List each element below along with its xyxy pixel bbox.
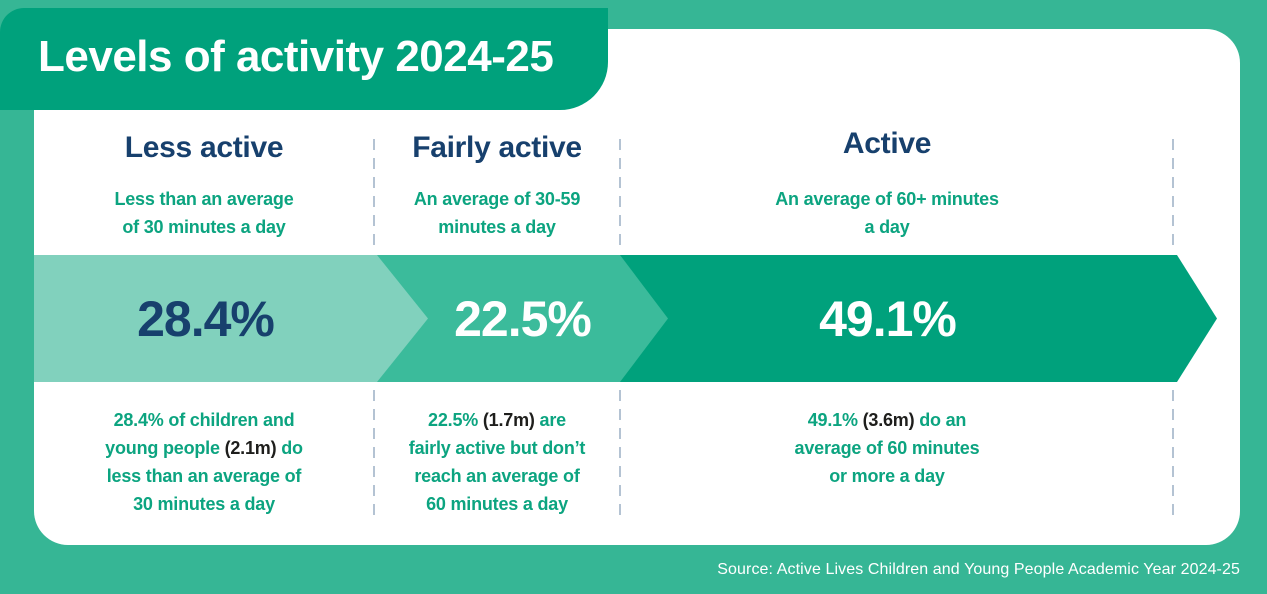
column-subtitle-fairly-active: An average of 30-59 minutes a day: [413, 189, 581, 237]
source-caption: Source: Active Lives Children and Young …: [717, 561, 1240, 578]
column-header-fairly-active: Fairly active: [412, 131, 582, 164]
column-active: Active An average of 60+ minutes a day 4…: [620, 0, 1172, 594]
percent-label-fairly-active: 22.5%: [454, 290, 592, 347]
detail-highlight-millions: (3.6m): [862, 410, 915, 430]
arrow-segment-active: 49.1%: [620, 255, 1217, 382]
column-detail-fairly-active: 22.5% (1.7m) are fairly active but don’t…: [374, 406, 620, 518]
detail-highlight-millions: (1.7m): [482, 410, 535, 430]
column-divider: [619, 139, 621, 253]
column-detail-active: 49.1% (3.6m) do an average of 60 minutes…: [620, 406, 1172, 490]
detail-text: do less than an average of 30 minutes a …: [106, 438, 303, 514]
percent-label-active: 49.1%: [819, 290, 957, 347]
column-divider: [373, 390, 375, 518]
detail-text: 28.4% of children and young people: [105, 410, 295, 458]
detail-highlight-millions: (2.1m): [224, 438, 277, 458]
column-subtitle-less-active: Less than an average of 30 minutes a day: [114, 189, 294, 237]
detail-text: 22.5%: [428, 410, 483, 430]
detail-text: are fairly active but don’t reach an ave…: [408, 410, 586, 514]
detail-text: 49.1%: [807, 410, 863, 430]
column-less-active: Less active Less than an average of 30 m…: [34, 0, 374, 594]
percent-label-less-active: 28.4%: [137, 290, 275, 347]
title-banner: Levels of activity 2024-25: [0, 8, 608, 110]
column-divider: [1172, 390, 1174, 518]
column-header-active: Active: [842, 127, 932, 160]
column-header-less-active: Less active: [124, 131, 284, 164]
detail-text: do an average of 60 minutes or more a da…: [794, 410, 980, 486]
column-subtitle-active: An average of 60+ minutes a day: [775, 189, 999, 237]
column-divider: [1172, 139, 1174, 253]
column-divider: [619, 390, 621, 518]
column-fairly-active: Fairly active An average of 30-59 minute…: [374, 0, 620, 594]
column-divider: [373, 139, 375, 253]
page-title: Levels of activity 2024-25: [38, 32, 554, 81]
arrow-segment-less-active: 28.4%: [34, 255, 428, 382]
column-detail-less-active: 28.4% of children and young people (2.1m…: [34, 406, 374, 518]
